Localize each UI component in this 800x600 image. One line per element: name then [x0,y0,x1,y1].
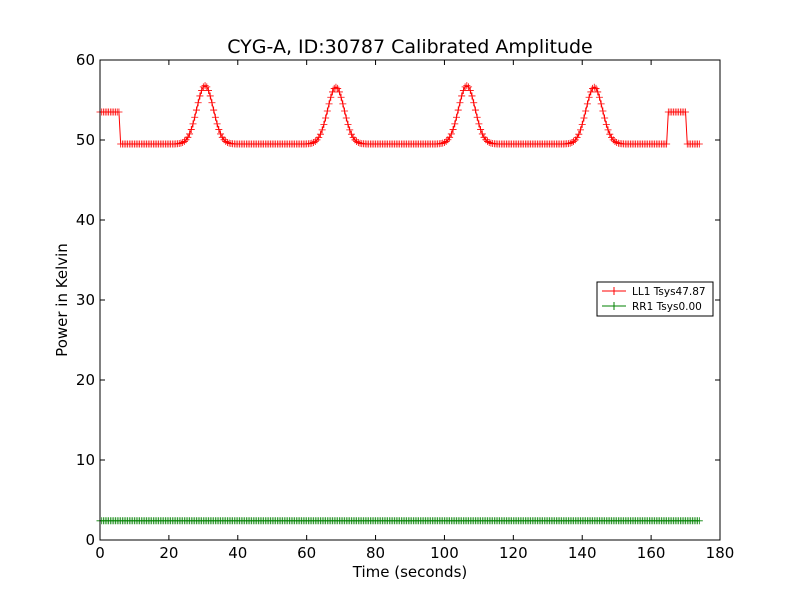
legend-label-ll1: LL1 Tsys47.87 [632,286,706,298]
y-tick-label: 50 [76,131,95,149]
y-tick-label: 20 [76,371,95,389]
y-tick-label: 40 [76,211,95,229]
ticks-layer: 0 20 40 60 80 100 120 140 160 180 0 10 20 30 40 50 60 [76,51,734,562]
x-tick-label: 160 [637,544,666,562]
x-tick-label: 100 [430,544,459,562]
x-axis-label: Time (seconds) [352,563,468,581]
chart-title: CYG-A, ID:30787 Calibrated Amplitude [227,36,592,58]
legend-label-rr1: RR1 Tsys0.00 [632,301,702,313]
series-layer [96,82,703,525]
x-tick-label: 120 [499,544,528,562]
x-tick-label: 60 [297,544,316,562]
x-tick-label: 140 [568,544,597,562]
legend-marker-rr1 [610,302,618,310]
y-tick-label: 60 [76,51,95,69]
legend: LL1 Tsys47.87 RR1 Tsys0.00 [596,281,714,317]
x-tick-label: 40 [228,544,247,562]
x-tick-label: 20 [159,544,178,562]
x-tick-label: 80 [366,544,385,562]
legend-marker-ll1 [610,287,618,295]
y-tick-label: 30 [76,291,95,309]
y-tick-label: 0 [85,531,95,549]
x-tick-label: 0 [95,544,105,562]
legend-box [596,281,714,317]
x-tick-label: 180 [706,544,735,562]
series-markers-rr1-tsys0-00 [96,517,703,525]
y-tick-label: 10 [76,451,95,469]
y-axis-label: Power in Kelvin [53,243,71,357]
